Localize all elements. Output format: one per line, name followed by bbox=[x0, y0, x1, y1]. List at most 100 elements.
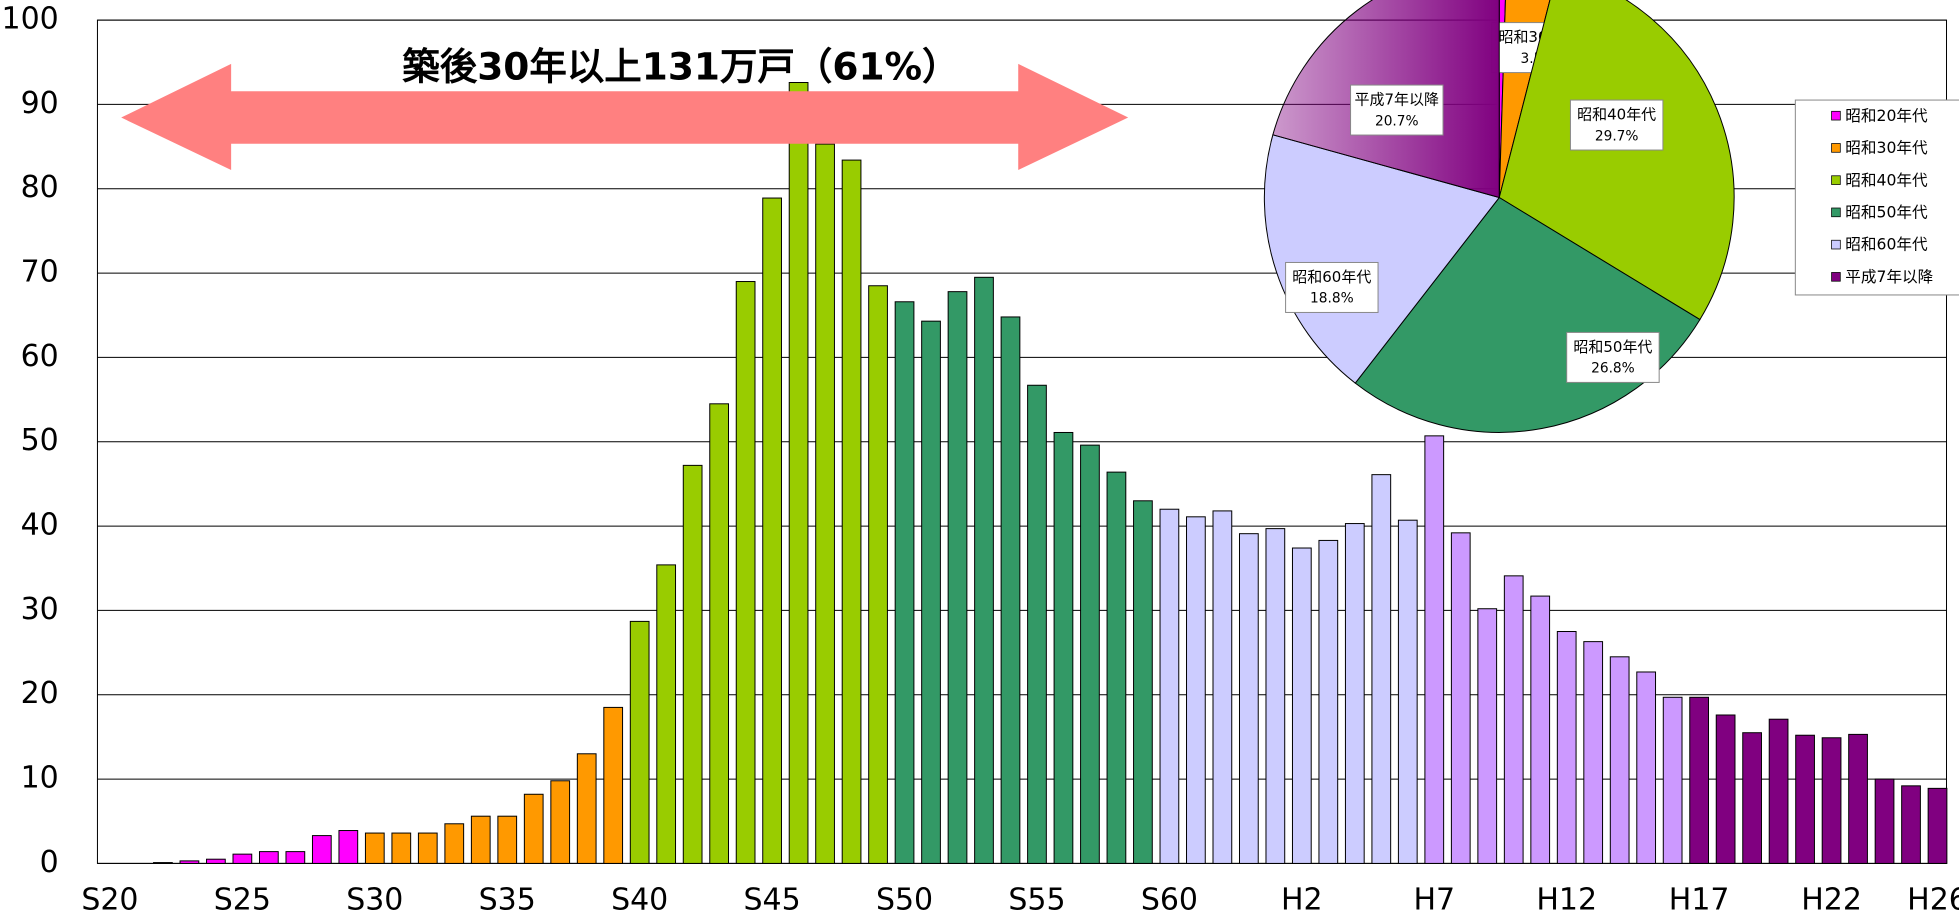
bar bbox=[815, 143, 835, 864]
legend-swatch bbox=[1831, 175, 1841, 185]
bar bbox=[1080, 444, 1100, 864]
bar bbox=[1874, 778, 1895, 864]
bar bbox=[285, 851, 306, 864]
y-tick-label: 40 bbox=[21, 508, 59, 543]
bar bbox=[1186, 516, 1206, 864]
bar bbox=[258, 851, 279, 864]
bar bbox=[1768, 718, 1789, 864]
bar bbox=[1238, 533, 1259, 864]
legend-label: 昭和20年代 bbox=[1845, 107, 1928, 125]
bar bbox=[1927, 787, 1948, 864]
legend-label: 昭和30年代 bbox=[1845, 139, 1928, 157]
annotation: 築後30年以上131万戸（61%） bbox=[402, 44, 959, 88]
bar bbox=[1397, 519, 1418, 864]
y-tick-label: 60 bbox=[21, 339, 59, 374]
bar bbox=[1053, 431, 1074, 864]
x-tick-label: H22 bbox=[1801, 882, 1862, 916]
legend-label: 昭和40年代 bbox=[1845, 171, 1928, 189]
x-tick-label: H12 bbox=[1536, 882, 1597, 916]
bar bbox=[338, 830, 359, 864]
bar bbox=[311, 835, 332, 864]
bar bbox=[1450, 532, 1471, 864]
bar bbox=[947, 291, 968, 864]
y-tick-label: 20 bbox=[21, 676, 59, 711]
bar bbox=[1477, 608, 1498, 864]
x-tick-label: H2 bbox=[1281, 882, 1323, 916]
y-tick-label: 10 bbox=[21, 761, 59, 796]
bar bbox=[762, 197, 782, 864]
x-tick-label: S20 bbox=[81, 882, 138, 916]
slice-value-label: 29.7% bbox=[1595, 128, 1639, 144]
bar bbox=[629, 620, 650, 864]
bar bbox=[153, 862, 173, 864]
bar bbox=[1662, 696, 1683, 864]
bar bbox=[894, 301, 915, 864]
legend-swatch bbox=[1831, 110, 1841, 121]
bar bbox=[1901, 785, 1921, 864]
label-box bbox=[1569, 99, 1664, 151]
slice-label: 平成7年以降 bbox=[1355, 91, 1439, 109]
bar bbox=[1106, 471, 1127, 864]
bar bbox=[709, 403, 730, 864]
y-tick-label: 90 bbox=[21, 86, 59, 121]
slice-value-label: 20.7% bbox=[1375, 113, 1419, 129]
bar bbox=[1503, 575, 1524, 864]
bar bbox=[1636, 671, 1657, 864]
bar bbox=[656, 564, 677, 864]
bar bbox=[550, 780, 571, 864]
legend-box bbox=[1794, 99, 1959, 296]
x-tick-label: S40 bbox=[611, 882, 668, 916]
y-tick-label: 80 bbox=[21, 170, 59, 205]
bar bbox=[1265, 528, 1286, 864]
slice-value-label: 26.8% bbox=[1591, 361, 1635, 377]
bar bbox=[1133, 500, 1153, 864]
x-tick-label: S60 bbox=[1141, 882, 1198, 916]
bar bbox=[1000, 316, 1021, 864]
bar bbox=[1821, 737, 1842, 864]
label-box bbox=[1285, 261, 1379, 313]
bar bbox=[1027, 384, 1047, 864]
bar bbox=[417, 832, 438, 864]
legend-label: 昭和50年代 bbox=[1845, 204, 1928, 222]
bar bbox=[523, 793, 544, 864]
y-tick-label: 0 bbox=[40, 845, 59, 880]
x-tick-label: S25 bbox=[214, 882, 271, 916]
bar bbox=[1212, 510, 1233, 864]
bar bbox=[735, 281, 756, 864]
range-arrow bbox=[121, 63, 1129, 171]
bar bbox=[974, 276, 994, 864]
bar bbox=[1556, 631, 1577, 864]
bar bbox=[1583, 641, 1604, 864]
bar bbox=[1424, 435, 1445, 864]
bar bbox=[497, 815, 518, 864]
x-tick-label: H7 bbox=[1413, 882, 1455, 916]
bar bbox=[682, 464, 703, 864]
pie-slice bbox=[1498, 0, 1735, 321]
bar bbox=[391, 832, 412, 864]
x-tick-label: H26 bbox=[1907, 882, 1959, 916]
pie-slice bbox=[1263, 134, 1501, 384]
bar bbox=[179, 860, 200, 864]
bar bbox=[1848, 733, 1868, 864]
bar bbox=[1795, 734, 1815, 864]
bar bbox=[1609, 656, 1630, 864]
x-tick-label: S50 bbox=[876, 882, 933, 916]
bar bbox=[921, 320, 941, 864]
bar bbox=[1530, 595, 1551, 864]
bar bbox=[576, 753, 597, 864]
bar bbox=[232, 853, 253, 864]
x-tick-label: S30 bbox=[346, 882, 403, 916]
bar bbox=[1371, 474, 1392, 864]
x-tick-label: S45 bbox=[744, 882, 801, 916]
legend-swatch bbox=[1831, 239, 1841, 250]
bar bbox=[788, 82, 809, 864]
y-tick-label: 70 bbox=[21, 255, 59, 290]
legend-label: 平成7年以降 bbox=[1845, 268, 1933, 286]
bar bbox=[603, 706, 624, 864]
slice-label: 昭和40年代 bbox=[1577, 106, 1656, 124]
bar bbox=[1742, 732, 1762, 864]
bar bbox=[206, 858, 226, 864]
bar bbox=[1291, 547, 1312, 864]
x-tick-label: S55 bbox=[1008, 882, 1065, 916]
